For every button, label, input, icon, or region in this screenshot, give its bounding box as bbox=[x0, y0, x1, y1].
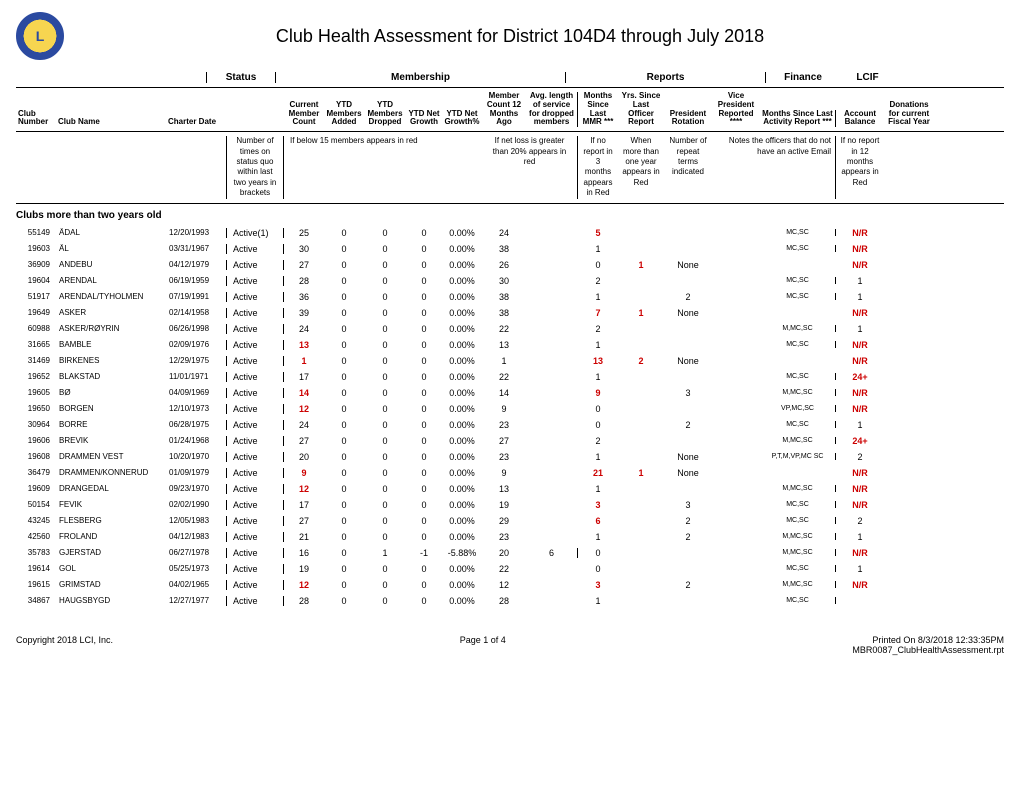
table-row: 55149ÅDAL12/20/1993Active(1)250000.00%24… bbox=[16, 225, 1004, 241]
table-row: 35783GJERSTAD06/27/1978Active1601-1-5.88… bbox=[16, 545, 1004, 561]
table-row: 19609DRANGEDAL09/23/1970Active120000.00%… bbox=[16, 481, 1004, 497]
footer-right: Printed On 8/3/2018 12:33:35PM MBR0087_C… bbox=[852, 635, 1004, 655]
col-yrs-officer: Yrs. Since Last Officer Report bbox=[618, 92, 664, 127]
group-status: Status bbox=[206, 72, 276, 83]
col-months-mmr: Months Since Last MMR *** bbox=[578, 92, 618, 127]
note-noreport12: If no report in 12 months appears in Red bbox=[836, 136, 884, 198]
note-below15: If below 15 members appears in red bbox=[284, 136, 482, 198]
table-row: 34867HAUGSBYGD12/27/1977Active280000.00%… bbox=[16, 593, 1004, 609]
table-row: 43245FLESBERG12/05/1983Active270000.00%2… bbox=[16, 513, 1004, 529]
notes-row: Number of times on status quo within las… bbox=[16, 132, 1004, 203]
footer-copyright: Copyright 2018 LCI, Inc. bbox=[16, 635, 113, 655]
page-footer: Copyright 2018 LCI, Inc. Page 1 of 4 Pri… bbox=[16, 629, 1004, 655]
group-lcif: LCIF bbox=[840, 72, 895, 83]
table-row: 36909ANDEBU04/12/1979Active270000.00%260… bbox=[16, 257, 1004, 273]
page-header: L Club Health Assessment for District 10… bbox=[16, 12, 1004, 60]
table-row: 19614GOL05/25/1973Active190000.00%220MC,… bbox=[16, 561, 1004, 577]
footer-printed: Printed On 8/3/2018 12:33:35PM bbox=[852, 635, 1004, 645]
col-current-count: Current Member Count bbox=[284, 101, 324, 127]
table-row: 50154FEVIK02/02/1990Active170000.00%1933… bbox=[16, 497, 1004, 513]
col-count-12: Member Count 12 Months Ago bbox=[482, 92, 526, 127]
note-status: Number of times on status quo within las… bbox=[226, 136, 284, 198]
footer-page: Page 1 of 4 bbox=[460, 635, 506, 655]
table-row: 36479DRAMMEN/KONNERUD01/09/1979Active900… bbox=[16, 465, 1004, 481]
table-row: 42560FROLAND04/12/1983Active210000.00%23… bbox=[16, 529, 1004, 545]
note-noreport: If no report in 3 months appears in Red bbox=[578, 136, 618, 198]
note-netloss: If net loss is greater than 20% appears … bbox=[482, 136, 578, 198]
col-pres-rotation: President Rotation bbox=[664, 110, 712, 128]
section-title: Clubs more than two years old bbox=[16, 204, 1004, 225]
col-club-number: Club Number bbox=[16, 110, 56, 128]
table-row: 19606BREVIK01/24/1968Active270000.00%272… bbox=[16, 433, 1004, 449]
group-membership: Membership bbox=[276, 72, 566, 83]
column-header-row: Club Number Club Name Charter Date Curre… bbox=[16, 88, 1004, 132]
lions-logo: L bbox=[16, 12, 64, 60]
table-row: 19649ASKER02/14/1958Active390000.00%3871… bbox=[16, 305, 1004, 321]
table-row: 19652BLAKSTAD11/01/1971Active170000.00%2… bbox=[16, 369, 1004, 385]
col-donations: Donations for current Fiscal Year bbox=[884, 101, 934, 127]
col-vp-reported: Vice President Reported **** bbox=[712, 92, 760, 127]
col-charter-date: Charter Date bbox=[166, 118, 226, 127]
col-ytd-dropped: YTD Members Dropped bbox=[364, 101, 406, 127]
col-ytd-added: YTD Members Added bbox=[324, 101, 364, 127]
col-avg-length: Avg. length of service for dropped membe… bbox=[526, 92, 578, 127]
col-club-name: Club Name bbox=[56, 118, 166, 127]
table-row: 30964BORRE06/28/1975Active240000.00%2302… bbox=[16, 417, 1004, 433]
note-officers: Notes the officers that do not have an a… bbox=[712, 136, 836, 198]
group-finance: Finance bbox=[766, 72, 840, 83]
col-ytd-net-pct: YTD Net Growth% bbox=[442, 110, 482, 128]
col-months-activity: Months Since Last Activity Report *** bbox=[760, 110, 836, 128]
table-row: 19603ÅL03/31/1967Active300000.00%381MC,S… bbox=[16, 241, 1004, 257]
table-row: 31665BAMBLE02/09/1976Active130000.00%131… bbox=[16, 337, 1004, 353]
footer-report: MBR0087_ClubHealthAssessment.rpt bbox=[852, 645, 1004, 655]
table-row: 51917ARENDAL/TYHOLMEN07/19/1991Active360… bbox=[16, 289, 1004, 305]
group-reports: Reports bbox=[566, 72, 766, 83]
group-header-row: Status Membership Reports Finance LCIF bbox=[16, 68, 1004, 88]
table-row: 60988ASKER/RØYRIN06/26/1998Active240000.… bbox=[16, 321, 1004, 337]
note-oneyear: When more than one year appears in Red bbox=[618, 136, 664, 198]
col-ytd-net: YTD Net Growth bbox=[406, 110, 442, 128]
table-row: 19615GRIMSTAD04/02/1965Active120000.00%1… bbox=[16, 577, 1004, 593]
data-table-body: 55149ÅDAL12/20/1993Active(1)250000.00%24… bbox=[16, 225, 1004, 609]
col-account-balance: Account Balance bbox=[836, 110, 884, 128]
table-row: 31469BIRKENES12/29/1975Active10000.00%11… bbox=[16, 353, 1004, 369]
table-row: 19650BORGEN12/10/1973Active120000.00%90V… bbox=[16, 401, 1004, 417]
page-title: Club Health Assessment for District 104D… bbox=[84, 26, 1004, 47]
table-row: 19608DRAMMEN VEST10/20/1970Active200000.… bbox=[16, 449, 1004, 465]
table-row: 19605BØ04/09/1969Active140000.00%1493M,M… bbox=[16, 385, 1004, 401]
table-row: 19604ARENDAL06/19/1959Active280000.00%30… bbox=[16, 273, 1004, 289]
note-repeat: Number of repeat terms indicated bbox=[664, 136, 712, 198]
